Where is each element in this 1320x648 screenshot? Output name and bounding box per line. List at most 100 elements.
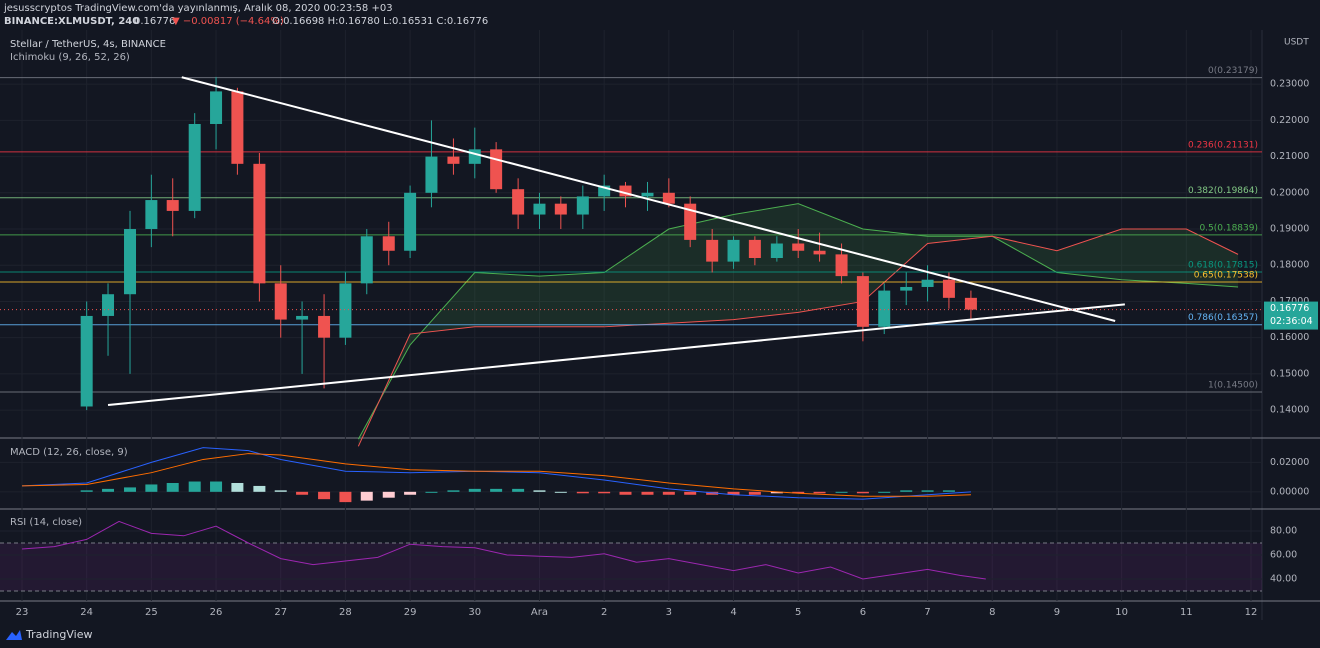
macd-bar (318, 491, 331, 500)
x-tick-label: 24 (80, 607, 93, 618)
candle-body (145, 200, 158, 230)
candle-body (576, 196, 589, 215)
x-tick-label: 30 (468, 607, 481, 618)
macd-bar (490, 488, 503, 492)
macd-bar (662, 491, 675, 495)
macd-bar (554, 491, 567, 493)
candle-body (662, 192, 675, 204)
fib-label: 0.5(0.18839) (1199, 223, 1258, 233)
rsi-line (21, 520, 986, 580)
macd-bar (813, 491, 826, 494)
candle-body (102, 294, 115, 316)
y-tick-label: 0.23000 (1270, 79, 1309, 90)
candle-body (835, 254, 848, 277)
x-tick-label: Ara (531, 607, 548, 618)
macd-bar (468, 488, 481, 492)
y-tick-label: 0.17000 (1270, 296, 1309, 307)
macd-bar (727, 491, 740, 495)
macd-bar (296, 491, 309, 495)
publish-line: jesusscryptos TradingView.com'da yayınla… (3, 3, 393, 14)
macd-bar (425, 491, 438, 493)
macd-bar (770, 491, 783, 494)
candle-body (813, 250, 826, 255)
pane-subtitle: Ichimoku (9, 26, 52, 26) (10, 52, 130, 63)
y-tick-label: 0.19000 (1270, 224, 1309, 235)
y-tick-label: 0.20000 (1270, 187, 1309, 198)
y-tick-label: 60.00 (1270, 550, 1297, 561)
macd-bar (447, 490, 460, 492)
fib-label: 0.65(0.17538) (1194, 270, 1258, 280)
candle-body (900, 286, 913, 291)
pane-title: MACD (12, 26, close, 9) (10, 447, 128, 458)
candle-body (512, 189, 525, 215)
macd-bar (856, 491, 869, 494)
symbol: BINANCE:XLMUSDT, 240 (4, 16, 139, 27)
price: 0.16776 (134, 16, 175, 27)
candle-body (748, 239, 761, 258)
macd-bar (124, 487, 137, 492)
macd-bar (878, 491, 891, 493)
macd-bar (835, 491, 848, 493)
macd-line (21, 453, 971, 497)
y-tick-label: 0.22000 (1270, 115, 1309, 126)
macd-bar (80, 490, 93, 492)
x-tick-label: 23 (16, 607, 29, 618)
fib-label: 0.786(0.16357) (1188, 313, 1258, 323)
candle-body (878, 290, 891, 327)
y-tick-label: 0.21000 (1270, 151, 1309, 162)
macd-bar (166, 482, 179, 492)
candle-body (296, 315, 309, 320)
candle-body (641, 192, 654, 197)
fib-label: 0(0.23179) (1208, 66, 1258, 76)
macd-bar (274, 490, 287, 492)
macd-bar (360, 491, 373, 501)
candle-body (856, 276, 869, 327)
x-tick-label: 6 (860, 607, 866, 618)
ohlc: O:0.16698 H:0.16780 L:0.16531 C:0.16776 (272, 16, 488, 27)
macd-bar (339, 491, 352, 503)
candle-body (792, 243, 805, 251)
candle-body (382, 236, 395, 251)
macd-bar (641, 491, 654, 495)
x-tick-label: 28 (339, 607, 352, 618)
fib-label: 0.236(0.21131) (1188, 140, 1258, 150)
candle-body (619, 185, 632, 197)
y-tick-label: 0.14000 (1270, 405, 1309, 416)
y-tick-label: 0.15000 (1270, 368, 1309, 379)
candle-body (964, 297, 977, 310)
candle-body (210, 91, 223, 124)
candle-body (554, 203, 567, 215)
candle-body (188, 123, 201, 211)
x-tick-label: 12 (1245, 607, 1258, 618)
rsi-band (0, 543, 1262, 591)
candle-body (124, 229, 137, 295)
candle-body (318, 315, 331, 338)
macd-bar (102, 488, 115, 492)
macd-bar (145, 484, 158, 492)
x-tick-label: 11 (1180, 607, 1193, 618)
macd-bar (900, 490, 913, 492)
span-a (357, 203, 1239, 440)
pane-title: RSI (14, close) (10, 517, 82, 528)
x-tick-label: 8 (989, 607, 995, 618)
pane-title: Stellar / TetherUS, 4s, BINANCE (10, 39, 166, 50)
candle-body (468, 149, 481, 164)
macd-bar (619, 491, 632, 495)
macd-bar (921, 490, 934, 492)
x-tick-label: 7 (924, 607, 930, 618)
macd-bar (598, 491, 611, 494)
candle-body (921, 279, 934, 287)
logo (6, 630, 22, 640)
y-tick-label: 40.00 (1270, 574, 1297, 585)
footer-brand: TradingView (25, 628, 92, 641)
candle-body (447, 156, 460, 164)
candle-body (490, 149, 503, 190)
macd-bar (404, 491, 417, 495)
candle-body (360, 236, 373, 284)
x-tick-label: 29 (404, 607, 417, 618)
x-tick-label: 10 (1115, 607, 1128, 618)
x-tick-label: 26 (210, 607, 223, 618)
price-tag-box (1264, 301, 1318, 330)
change: ▼ −0.00817 (−4.64%) (172, 16, 284, 27)
